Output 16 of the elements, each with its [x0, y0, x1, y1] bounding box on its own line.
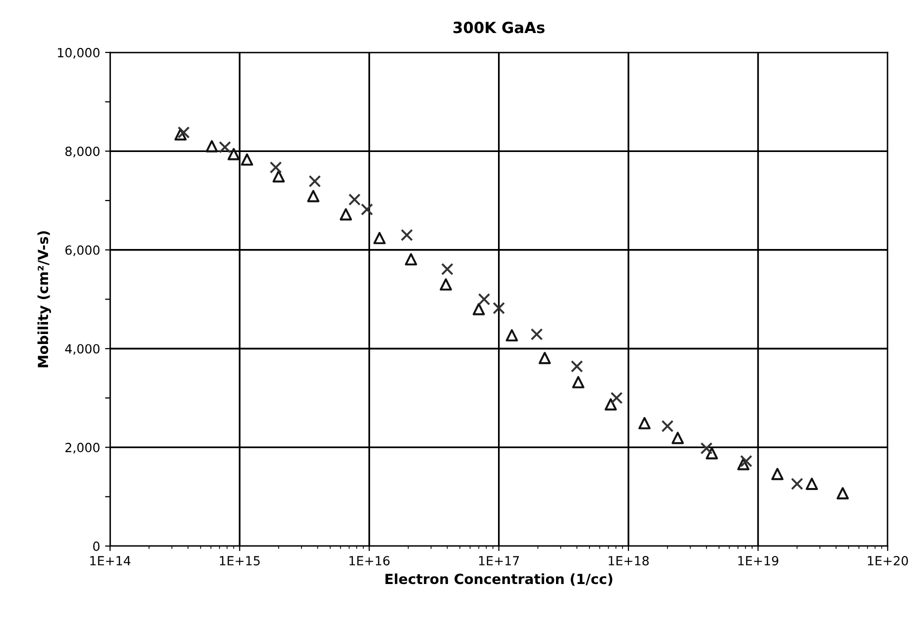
y-axis-title: Mobility (cm²/V-s) — [37, 231, 52, 368]
y-tick-label: 4,000 — [65, 344, 100, 355]
chart-title: 300K GaAs — [453, 22, 545, 34]
y-tick-label: 2,000 — [65, 442, 100, 454]
x-tick-label: 1E+16 — [350, 556, 390, 566]
x-tick-label: 1E+19 — [738, 556, 778, 566]
y-tick-label: 0 — [93, 542, 100, 551]
x-tick-label: 1E+14 — [90, 556, 130, 566]
y-tick-label: 10,000 — [58, 48, 100, 59]
x-tick-label: 1E+20 — [868, 556, 908, 566]
y-tick-label: 8,000 — [65, 146, 100, 158]
x-tick-label: 1E+15 — [220, 556, 260, 566]
x-axis-title: Electron Concentration (1/cc) — [386, 573, 612, 586]
x-tick-label: 1E+18 — [608, 556, 649, 566]
y-tick-label: 6,000 — [65, 245, 100, 256]
x-tick-label: 1E+17 — [479, 556, 519, 566]
